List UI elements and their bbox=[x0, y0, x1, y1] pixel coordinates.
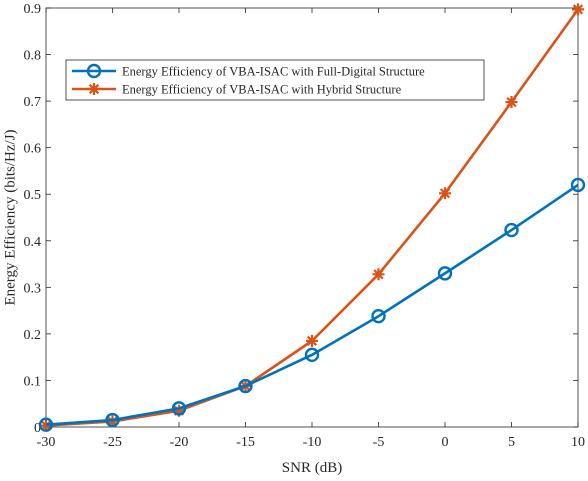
asterisk-strokes bbox=[372, 268, 385, 281]
asterisk-strokes bbox=[106, 415, 119, 428]
x-tick-label: -20 bbox=[170, 435, 189, 450]
data-point bbox=[306, 334, 318, 347]
x-tick-label: 5 bbox=[508, 435, 515, 450]
series-line bbox=[45, 183, 579, 426]
data-point bbox=[437, 266, 453, 281]
data-point bbox=[171, 401, 187, 416]
legend-label: Energy Efficiency of VBA-ISAC with Hybri… bbox=[122, 83, 402, 97]
legend-item: Energy Efficiency of VBA-ISAC with Hybri… bbox=[72, 83, 402, 97]
data-point bbox=[504, 222, 519, 238]
legend-label: Energy Efficiency of VBA-ISAC with Full-… bbox=[122, 65, 425, 79]
x-tick-label: -30 bbox=[37, 435, 56, 450]
data-point bbox=[238, 378, 253, 394]
data-point bbox=[105, 412, 120, 428]
data-point bbox=[40, 419, 52, 432]
legend-box bbox=[65, 59, 485, 101]
x-axis: -30 -25 -20 -15 -10 -5 0 5 10 bbox=[37, 8, 585, 450]
asterisk-strokes bbox=[173, 404, 185, 417]
data-point bbox=[372, 268, 385, 281]
y-tick-label: 0.9 bbox=[24, 2, 42, 17]
y-tick-label: 0.4 bbox=[24, 235, 42, 250]
data-point bbox=[439, 187, 451, 200]
x-tick-label: -5 bbox=[373, 435, 385, 450]
data-point bbox=[38, 417, 54, 432]
data-point bbox=[371, 308, 386, 324]
y-tick-label: 0.3 bbox=[24, 281, 42, 296]
x-tick-label: 0 bbox=[442, 435, 449, 450]
legend-item: Energy Efficiency of VBA-ISAC with Full-… bbox=[72, 63, 425, 79]
y-tick-label: 0.1 bbox=[24, 374, 42, 389]
y-tick-label: 0 bbox=[34, 421, 41, 436]
asterisk-strokes bbox=[88, 83, 100, 95]
data-point bbox=[505, 96, 518, 109]
data-point bbox=[106, 415, 119, 428]
asterisk-strokes bbox=[505, 96, 518, 109]
y-axis: 0 0.1 0.2 0.3 0.4 0.5 0.6 0.7 0.8 0.9 bbox=[24, 2, 578, 436]
y-tick-label: 0.7 bbox=[24, 95, 42, 110]
data-point bbox=[570, 177, 586, 193]
legend-marker bbox=[86, 63, 102, 79]
y-tick-label: 0.8 bbox=[24, 49, 42, 64]
y-axis-label: Energy Efficiency (bits/Hz/J) bbox=[2, 129, 18, 305]
x-axis-label: SNR (dB) bbox=[282, 460, 342, 476]
asterisk-strokes bbox=[306, 334, 318, 347]
asterisk-strokes bbox=[439, 187, 451, 200]
data-point bbox=[304, 347, 320, 363]
y-tick-label: 0.5 bbox=[24, 188, 42, 203]
legend: Energy Efficiency of VBA-ISAC with Full-… bbox=[65, 59, 485, 101]
series-layer bbox=[38, 3, 586, 432]
y-tick-label: 0.2 bbox=[24, 328, 42, 343]
data-point bbox=[572, 3, 584, 16]
x-tick-label: -10 bbox=[303, 435, 322, 450]
asterisk-strokes bbox=[40, 419, 52, 432]
x-tick-label: 10 bbox=[571, 435, 585, 450]
data-point bbox=[173, 404, 185, 417]
series-0 bbox=[38, 177, 586, 432]
asterisk-strokes bbox=[572, 3, 584, 16]
y-tick-label: 0.6 bbox=[24, 142, 42, 157]
x-tick-label: -15 bbox=[236, 435, 255, 450]
legend-marker bbox=[88, 83, 100, 95]
x-tick-label: -25 bbox=[103, 435, 122, 450]
